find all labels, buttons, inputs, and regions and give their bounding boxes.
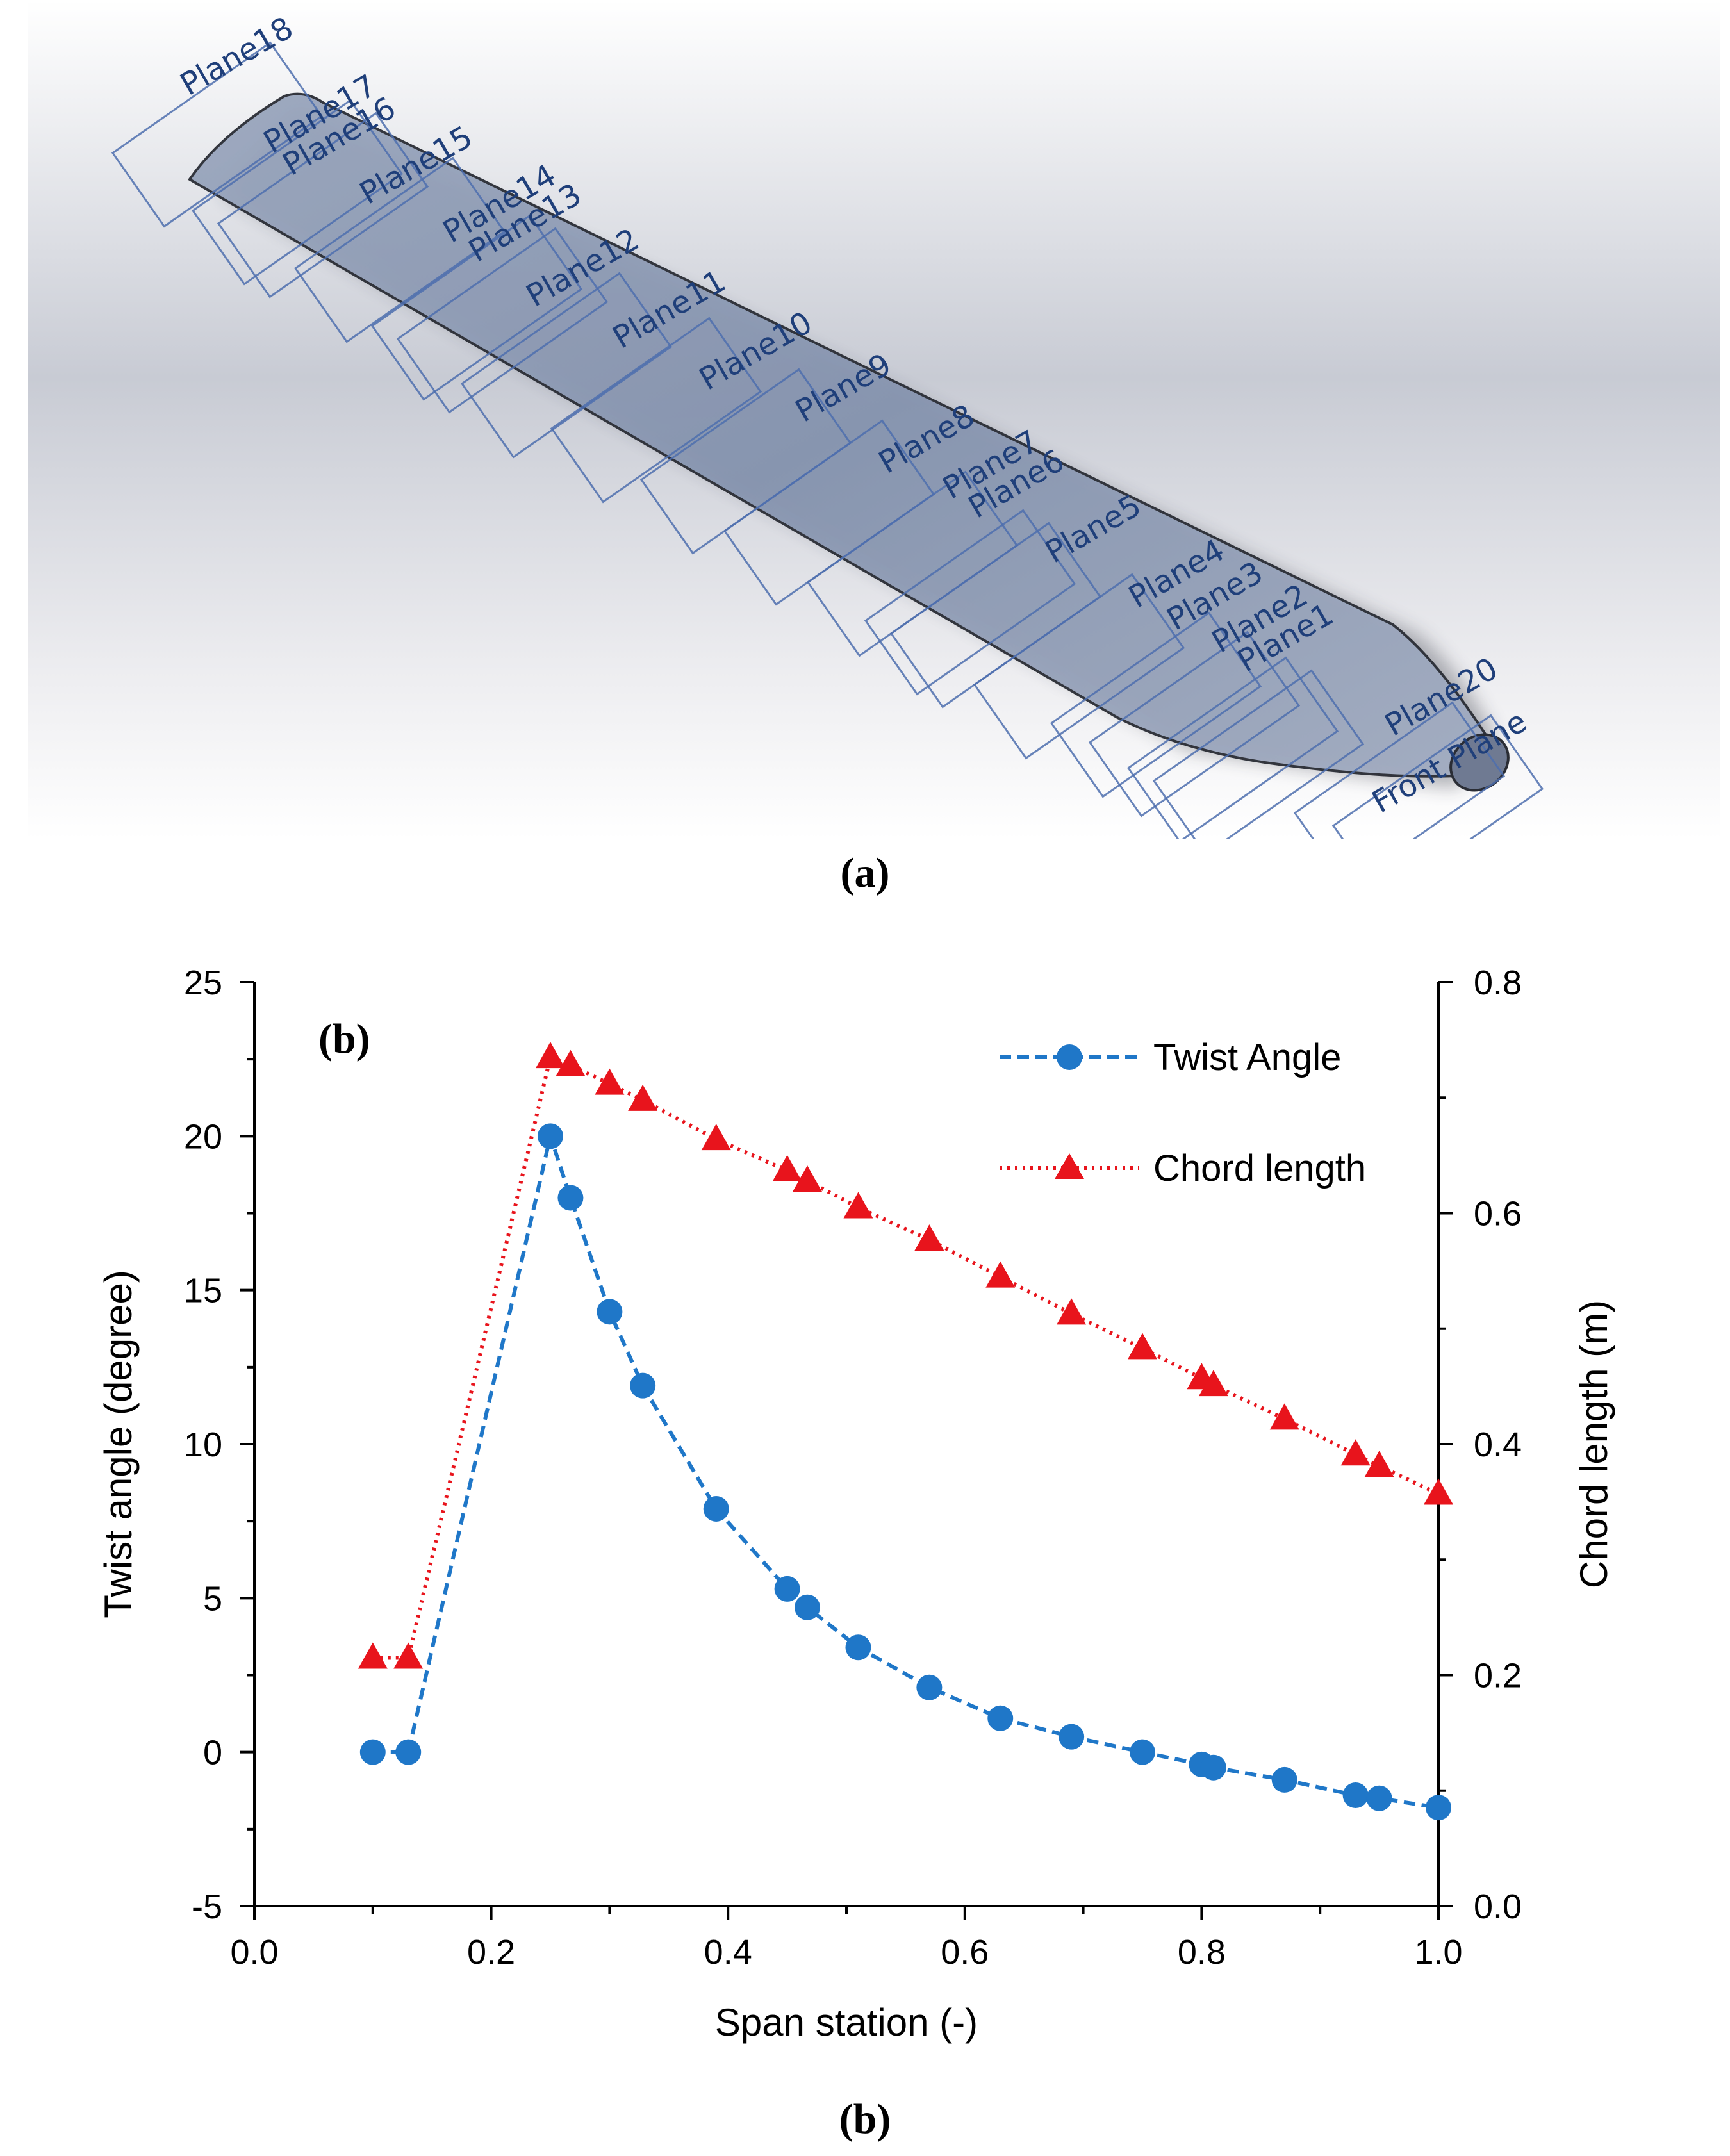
y-tick-label: 5	[203, 1579, 222, 1618]
chord-point	[393, 1642, 424, 1669]
twist-point	[845, 1634, 871, 1661]
y-tick-label: 0	[203, 1734, 222, 1772]
twist-chord-chart: 0.0 0.2 0.4 0.6 0.8 1.0 -5 0 5 10 15 20 25 0.0 0.2 0.4 0…	[97, 964, 1615, 2044]
x-tick-label: 0.8	[1178, 1933, 1226, 1971]
x-tick-label: 0.2	[467, 1933, 515, 1971]
y-axis-title: Twist angle (degree)	[97, 1270, 140, 1618]
legend-twist-marker	[1057, 1044, 1082, 1070]
twist-point	[1271, 1766, 1298, 1793]
blade-body	[188, 92, 1491, 778]
chord-point	[536, 1042, 565, 1069]
twist-point	[395, 1739, 422, 1765]
legend-chord-marker	[1055, 1153, 1084, 1179]
plane-outline-5	[370, 214, 583, 401]
y-tick-label: 25	[184, 964, 222, 1002]
plane-outline-6	[396, 227, 609, 414]
twist-point	[703, 1495, 729, 1522]
twist-point	[538, 1123, 563, 1149]
plane-outline-14	[973, 573, 1185, 760]
x-tick-label: 0.4	[704, 1933, 752, 1971]
twist-point	[359, 1739, 386, 1765]
chord-point	[595, 1068, 625, 1095]
y-tick-label: 10	[184, 1426, 222, 1464]
plane-outline-2	[191, 99, 404, 286]
plane-outline-12	[864, 509, 1076, 696]
chord-point	[1340, 1439, 1371, 1466]
chord-point	[1424, 1478, 1453, 1505]
plane-outline-3	[217, 111, 429, 299]
legend-chord-label: Chord length	[1153, 1148, 1366, 1189]
chord-point	[772, 1155, 802, 1181]
twist-point	[795, 1594, 821, 1620]
twist-point	[1342, 1782, 1369, 1808]
x-tick-label: 1.0	[1414, 1933, 1462, 1971]
twist-point	[916, 1674, 943, 1700]
chord-point	[1057, 1298, 1087, 1325]
chord-point	[701, 1124, 731, 1151]
x-tick-label: 0.6	[941, 1933, 989, 1971]
twist-point	[597, 1299, 623, 1325]
plane-outline-18	[1152, 669, 1365, 856]
y2-tick-label: 0.4	[1474, 1426, 1522, 1464]
twist-point	[774, 1576, 800, 1602]
series-line-1	[372, 1134, 1439, 1810]
panel-b-caption: (b)	[839, 2096, 891, 2143]
y-tick-label: 20	[184, 1117, 222, 1156]
inset-panel-label: (b)	[318, 1016, 370, 1062]
chord-point	[628, 1084, 658, 1111]
y2-tick-label: 0.0	[1474, 1888, 1522, 1926]
chord-point	[985, 1261, 1016, 1288]
twist-point	[1059, 1724, 1085, 1750]
chord-point	[1364, 1451, 1394, 1477]
y2-axis-title: Chord length (m)	[1572, 1300, 1615, 1588]
y2-tick-label: 0.8	[1474, 964, 1522, 1002]
blade-cad-view: Plane18Plane17Plane16Plane15Plane14Plane…	[28, 0, 1720, 901]
twist-point	[987, 1705, 1014, 1731]
y2-tick-label: 0.6	[1474, 1195, 1522, 1233]
twist-point	[1426, 1795, 1451, 1821]
twist-point	[557, 1185, 584, 1211]
plane-outline-16	[1088, 630, 1301, 818]
y-tick-label: -5	[192, 1888, 222, 1926]
plane-outline-17	[1126, 656, 1339, 843]
chord-point	[1198, 1370, 1228, 1397]
twist-point	[1200, 1754, 1226, 1781]
plane-outline-15	[1050, 611, 1262, 798]
plane-outline-4	[293, 156, 506, 343]
chord-point	[793, 1165, 823, 1192]
legend: Twist Angle Chord length	[1000, 1037, 1366, 1189]
plane-outline-8	[550, 317, 762, 504]
plane-outline-7	[460, 272, 673, 459]
y-tick-label: 15	[184, 1272, 222, 1310]
chord-point	[556, 1049, 586, 1076]
twist-point	[630, 1372, 656, 1399]
x-axis-title: Span station (-)	[715, 2001, 978, 2044]
y2-tick-label: 0.2	[1474, 1657, 1522, 1695]
legend-twist-label: Twist Angle	[1153, 1037, 1341, 1078]
chord-point	[843, 1192, 873, 1219]
twist-point	[1366, 1785, 1392, 1811]
chord-point	[914, 1224, 944, 1251]
twist-point	[1130, 1739, 1155, 1765]
panel-b-chart: 0.0 0.2 0.4 0.6 0.8 1.0 -5 0 5 10 15 20 25 0.0 0.2 0.4 0…	[0, 897, 1730, 2153]
chord-point	[1128, 1333, 1157, 1360]
chord-point	[358, 1642, 388, 1669]
x-tick-label: 0.0	[230, 1933, 278, 1971]
plane-outline-1	[111, 41, 324, 228]
panel-a-blade-render: Plane18 Plane17 Plane16 Plane15 Plane14 Plane…	[28, 0, 1720, 901]
panel-a-caption: (a)	[840, 850, 890, 896]
chord-point	[1269, 1403, 1299, 1430]
